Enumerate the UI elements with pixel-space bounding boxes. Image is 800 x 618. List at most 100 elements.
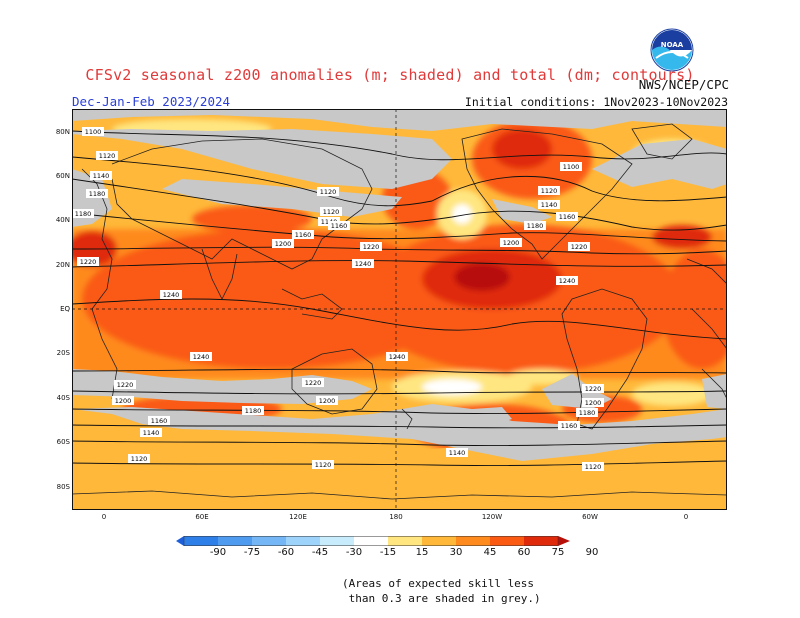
svg-text:1220: 1220 [571, 243, 588, 251]
svg-text:1240: 1240 [193, 353, 210, 361]
svg-text:1180: 1180 [527, 222, 544, 230]
contour-label: 1220 [77, 257, 99, 266]
contour-label: 1240 [556, 276, 578, 285]
initial-conditions-label: Initial conditions: 1Nov2023-10Nov2023 [464, 95, 728, 109]
latitude-label: 80S [56, 483, 70, 491]
colorbar-segment [422, 536, 456, 546]
colorbar-label: 75 [551, 547, 565, 558]
latitude-label: 20S [56, 349, 70, 357]
latitude-label: EQ [60, 305, 70, 313]
colorbar-segment [184, 536, 218, 546]
contour-label: 1220 [582, 384, 604, 393]
map-title: CFSv2 seasonal z200 anomalies (m; shaded… [85, 66, 695, 84]
latitude-label: 20N [55, 261, 70, 269]
contour-label: 1200 [112, 396, 134, 405]
svg-text:1240: 1240 [163, 291, 180, 299]
contour-label: 1180 [242, 406, 264, 415]
contour-label: 1200 [272, 239, 294, 248]
svg-text:1160: 1160 [295, 231, 312, 239]
contour-label: 1200 [500, 238, 522, 247]
svg-text:1240: 1240 [389, 353, 406, 361]
colorbar-segment [456, 536, 490, 546]
svg-text:1220: 1220 [585, 385, 602, 393]
skill-note: (Areas of expected skill less than 0.3 a… [342, 576, 541, 606]
contour-label: 1180 [86, 189, 108, 198]
svg-text:1120: 1120 [585, 463, 602, 471]
longitude-label: 60E [195, 513, 209, 521]
contour-label: 1120 [582, 462, 604, 471]
contour-label: 1140 [446, 448, 468, 457]
contour-label: 1140 [140, 428, 162, 437]
colorbar-label: -60 [277, 547, 295, 558]
contour-label: 1140 [538, 200, 560, 209]
contour-label: 1180 [576, 408, 598, 417]
latitude-label: 40S [56, 394, 70, 402]
longitude-label: 120W [481, 513, 503, 521]
svg-text:1140: 1140 [93, 172, 110, 180]
svg-text:1120: 1120 [99, 152, 116, 160]
contour-label: 1200 [316, 396, 338, 405]
svg-text:1240: 1240 [559, 277, 576, 285]
colorbar-segment [490, 536, 524, 546]
svg-text:1160: 1160 [559, 213, 576, 221]
contour-label: 1160 [292, 230, 314, 239]
colorbar-label: 30 [449, 547, 463, 558]
longitude-label: 60W [582, 513, 598, 521]
colorbar-label: -90 [209, 547, 227, 558]
svg-text:1140: 1140 [143, 429, 160, 437]
colorbar-label: 60 [517, 547, 531, 558]
svg-text:1180: 1180 [89, 190, 106, 198]
contour-label: 1120 [128, 454, 150, 463]
contour-label: 1240 [160, 290, 182, 299]
svg-text:1120: 1120 [541, 187, 558, 195]
contour-label: 1120 [96, 151, 118, 160]
latitude-label: 60S [56, 438, 70, 446]
colorbar-label: -15 [379, 547, 397, 558]
contour-label: 1160 [556, 212, 578, 221]
colorbar-segment [252, 536, 286, 546]
svg-text:1220: 1220 [305, 379, 322, 387]
agency-label: NWS/NCEP/CPC [638, 77, 729, 92]
colorbar-outline [183, 536, 559, 546]
low-skill-areas [72, 109, 727, 510]
svg-text:1100: 1100 [85, 128, 102, 136]
svg-text:NOAA: NOAA [661, 41, 684, 49]
season-label: Dec-Jan-Feb 2023/2024 [72, 94, 231, 109]
contour-labels: 1100 1120 1140 1180 1180 1220 1120 1120 … [72, 127, 604, 471]
svg-text:1220: 1220 [363, 243, 380, 251]
svg-text:1200: 1200 [115, 397, 132, 405]
svg-text:1120: 1120 [320, 188, 337, 196]
contour-label: 1120 [320, 207, 342, 216]
svg-text:1180: 1180 [245, 407, 262, 415]
colorbar-left-arrow [176, 536, 184, 546]
svg-text:1140: 1140 [541, 201, 558, 209]
contour-label: 1160 [558, 421, 580, 430]
colorbar-label: 15 [415, 547, 429, 558]
colorbar-segment [354, 536, 388, 546]
contour-label: 1240 [352, 259, 374, 268]
colorbar-label: -30 [345, 547, 363, 558]
contour-label: 1120 [312, 460, 334, 469]
contour-label: 1240 [386, 352, 408, 361]
svg-text:1120: 1120 [315, 461, 332, 469]
contour-label: 1180 [72, 209, 94, 218]
svg-text:1140: 1140 [449, 449, 466, 457]
colorbar-label: 90 [585, 547, 599, 558]
contour-label: 1220 [114, 380, 136, 389]
colorbar-segment [524, 536, 558, 546]
map-frame [72, 109, 727, 510]
svg-text:1160: 1160 [561, 422, 578, 430]
contour-label: 1160 [328, 221, 350, 230]
latitude-label: 60N [55, 172, 70, 180]
svg-text:1160: 1160 [151, 417, 168, 425]
longitude-label: 180 [389, 513, 403, 521]
contour-label: 1160 [148, 416, 170, 425]
longitude-label: 120E [289, 513, 307, 521]
height-contours [72, 130, 727, 466]
colorbar-segment [286, 536, 320, 546]
colorbar-right-arrow [558, 536, 570, 546]
svg-text:1200: 1200 [275, 240, 292, 248]
colorbar-segment [388, 536, 422, 546]
contour-label: 1180 [524, 221, 546, 230]
longitude-label: 0 [101, 513, 107, 521]
